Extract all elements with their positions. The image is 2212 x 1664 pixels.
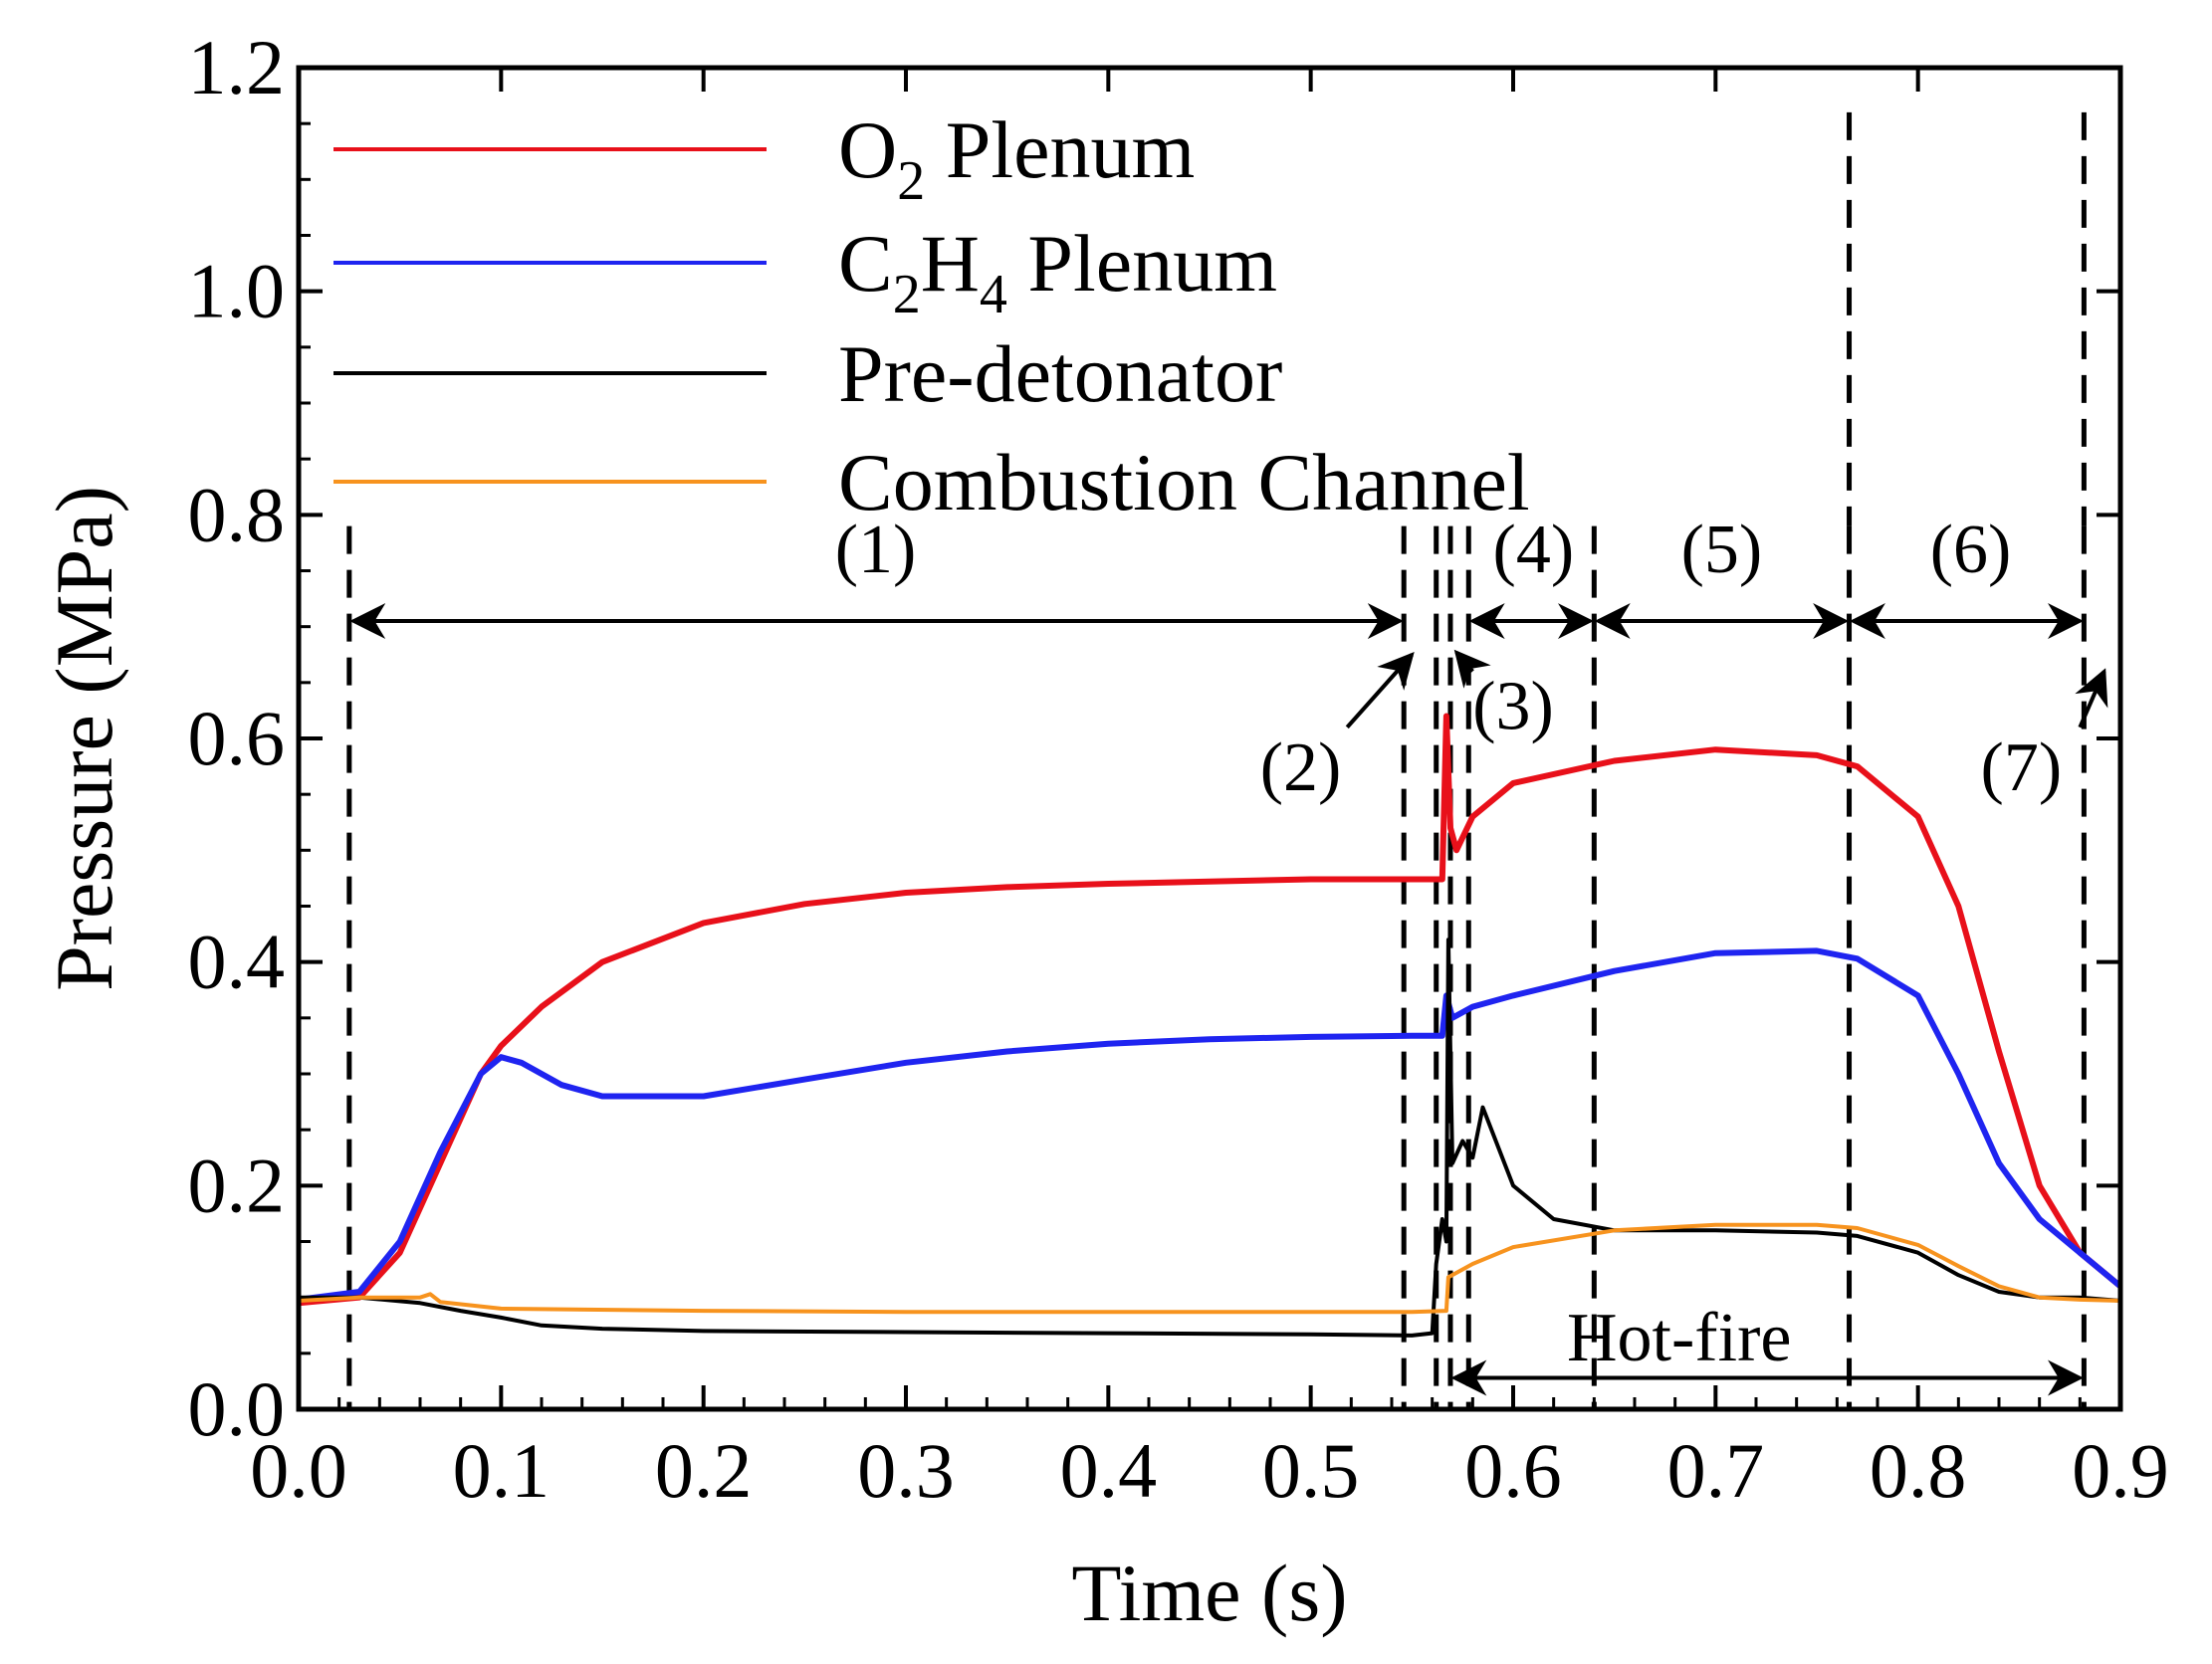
x-tick-label: 0.9 bbox=[2072, 1427, 2169, 1514]
phase-label: (2) bbox=[1260, 729, 1342, 806]
y-tick-label: 0.0 bbox=[188, 1365, 286, 1452]
legend-label: Combustion Channel bbox=[838, 437, 1530, 527]
series-line-pre-detonator bbox=[299, 937, 2121, 1338]
legend-label: O2 Plenum bbox=[838, 104, 1195, 212]
phase-pointer-arrow bbox=[1345, 652, 1415, 729]
x-tick-label: 0.8 bbox=[1870, 1427, 1967, 1514]
x-tick-label: 0.5 bbox=[1262, 1427, 1360, 1514]
phase-label: (4) bbox=[1493, 512, 1575, 588]
x-tick-label: 0.0 bbox=[250, 1427, 347, 1514]
series-lines bbox=[298, 713, 2122, 1338]
x-tick-label: 0.4 bbox=[1060, 1427, 1158, 1514]
y-axis-title: Pressure (MPa) bbox=[39, 486, 129, 991]
series-line-combustion-channel bbox=[298, 1222, 2121, 1315]
plot-frame bbox=[296, 65, 2123, 1412]
phase-pointer-arrow bbox=[2075, 668, 2108, 728]
x-axis-title: Time (s) bbox=[1071, 1548, 1347, 1638]
phase-pointer-arrow bbox=[1453, 649, 1491, 689]
legend-label: Pre-detonator bbox=[838, 328, 1282, 419]
x-tick-label: 0.2 bbox=[655, 1427, 753, 1514]
y-tick-label: 0.2 bbox=[188, 1142, 286, 1228]
y-tick-label: 0.8 bbox=[188, 471, 286, 557]
x-tick-label: 0.3 bbox=[857, 1427, 955, 1514]
series-line-o2-plenum bbox=[298, 713, 2122, 1307]
phase-label: (3) bbox=[1472, 668, 1554, 744]
x-tick-label: 0.6 bbox=[1464, 1427, 1562, 1514]
phase-label: (7) bbox=[1981, 729, 2063, 806]
phase-annotations: (1) (2) (3) (4) (5) (6) (7) Hot-fire bbox=[349, 512, 2108, 1396]
phase-label: (6) bbox=[1930, 512, 2012, 588]
y-tick-label: 1.2 bbox=[188, 24, 286, 110]
phase-label: (1) bbox=[835, 512, 917, 588]
y-tick-label: 1.0 bbox=[188, 248, 286, 334]
y-tick-label: 0.4 bbox=[188, 919, 286, 1005]
legend-label: C2H4 Plenum bbox=[838, 218, 1277, 325]
y-tick-label: 0.6 bbox=[188, 695, 286, 781]
tick-labels: 0.0 0.1 0.2 0.3 0.4 0.5 0.6 0.7 0.8 0.9 0.0 0.2 0.4 0… bbox=[188, 24, 2169, 1514]
hot-fire-label: Hot-fire bbox=[1567, 1300, 1791, 1376]
series-line-c2h4-plenum bbox=[298, 947, 2122, 1303]
phase-label: (5) bbox=[1681, 512, 1763, 588]
x-tick-label: 0.7 bbox=[1667, 1427, 1765, 1514]
x-tick-label: 0.1 bbox=[453, 1427, 551, 1514]
